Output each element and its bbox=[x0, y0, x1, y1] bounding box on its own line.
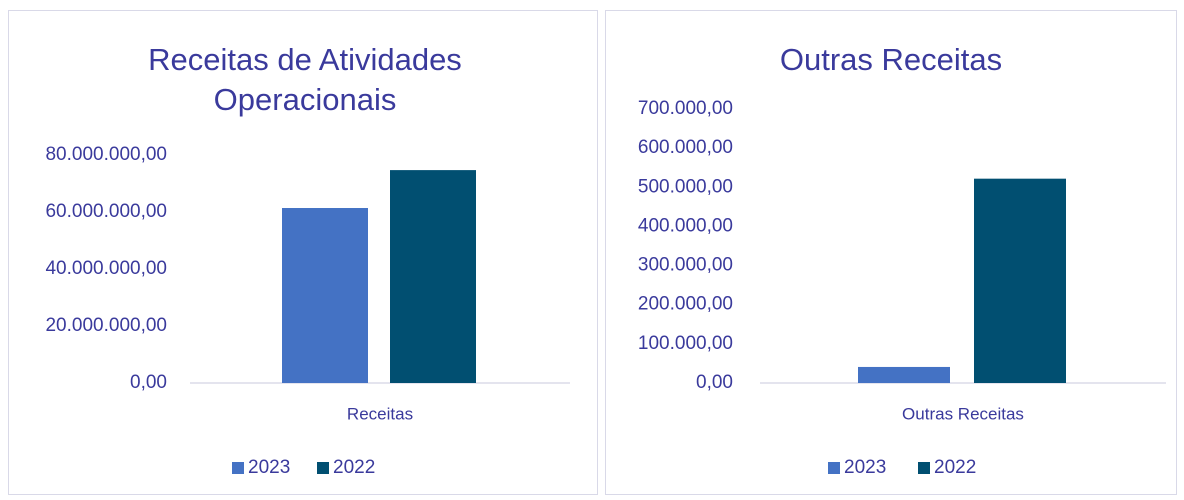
legend-swatch bbox=[317, 462, 329, 474]
y-tick-label: 0,00 bbox=[130, 372, 167, 393]
y-tick-label: 700.000,00 bbox=[638, 98, 733, 119]
y-tick-label: 500.000,00 bbox=[638, 176, 733, 197]
y-tick-label: 300.000,00 bbox=[638, 255, 733, 276]
x-tick-label: Outras Receitas bbox=[902, 404, 1024, 423]
legend-label: 2022 bbox=[934, 457, 976, 478]
legend-swatch bbox=[828, 462, 840, 474]
y-tick-label: 0,00 bbox=[696, 372, 733, 393]
y-tick-label: 20.000.000,00 bbox=[45, 315, 167, 336]
legend-label: 2022 bbox=[333, 457, 375, 478]
panel bbox=[605, 10, 1177, 495]
chart-title: Receitas de Atividades Operacionais bbox=[148, 42, 462, 117]
panel bbox=[8, 10, 598, 495]
legend-swatch bbox=[918, 462, 930, 474]
bar bbox=[974, 178, 1066, 383]
legend-label: 2023 bbox=[844, 457, 886, 478]
legend-swatch bbox=[232, 462, 244, 474]
y-tick-label: 400.000,00 bbox=[638, 215, 733, 236]
y-tick-label: 40.000.000,00 bbox=[45, 258, 167, 279]
y-tick-label: 80.000.000,00 bbox=[45, 144, 167, 165]
chart-title: Outras Receitas bbox=[779, 42, 1003, 77]
y-tick-label: 60.000.000,00 bbox=[45, 201, 167, 222]
legend-label: 2023 bbox=[248, 457, 290, 478]
y-tick-label: 200.000,00 bbox=[638, 294, 733, 315]
bar bbox=[282, 208, 368, 383]
bar bbox=[858, 366, 950, 383]
y-tick-label: 100.000,00 bbox=[638, 333, 733, 354]
x-tick-label: Receitas bbox=[347, 404, 413, 423]
y-tick-label: 600.000,00 bbox=[638, 137, 733, 158]
bar bbox=[390, 170, 476, 383]
